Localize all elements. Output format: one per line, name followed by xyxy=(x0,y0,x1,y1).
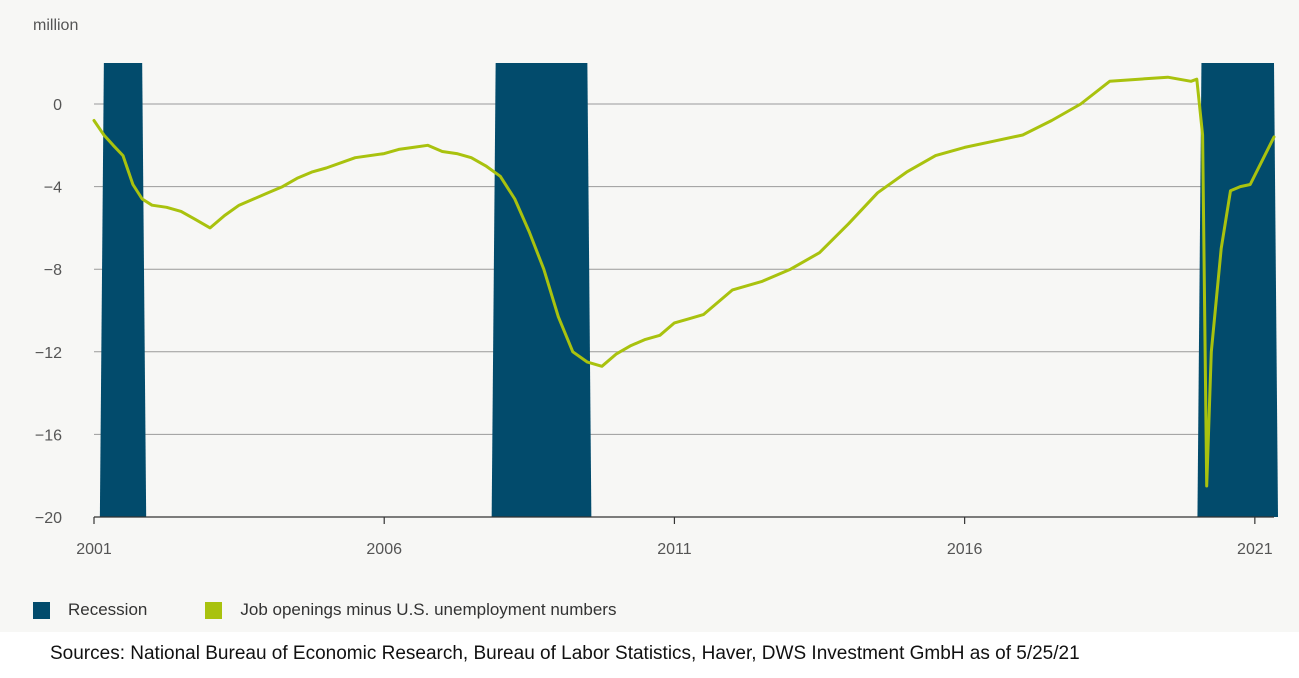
legend-item-job-gap: Job openings minus U.S. unemployment num… xyxy=(205,600,616,620)
legend-swatch-recession xyxy=(33,601,50,619)
x-tick-label: 2021 xyxy=(1237,541,1273,558)
recession-band xyxy=(99,63,147,517)
legend-item-recession: Recession xyxy=(33,600,147,620)
y-tick-label: −12 xyxy=(35,345,62,362)
y-unit-label: million xyxy=(33,17,78,34)
legend-swatch-job-gap xyxy=(205,601,223,619)
y-tick-label: −4 xyxy=(44,180,62,197)
x-tick-label: 2011 xyxy=(657,541,692,558)
source-note: Sources: National Bureau of Economic Res… xyxy=(50,643,1080,664)
x-tick-label: 2001 xyxy=(76,541,112,558)
legend-label-job-gap: Job openings minus U.S. unemployment num… xyxy=(240,600,617,619)
series-lines xyxy=(92,75,1276,488)
y-tick-label: −16 xyxy=(35,427,62,444)
gridlines xyxy=(94,103,1274,435)
x-tick-label: 2016 xyxy=(947,541,983,558)
recession-band xyxy=(1197,63,1278,517)
y-tick-label: −20 xyxy=(35,510,62,527)
recession-bands xyxy=(99,63,1278,517)
series-line xyxy=(92,75,1276,488)
legend-label-recession: Recession xyxy=(68,600,148,619)
y-tick-label: 0 xyxy=(53,97,62,114)
recession-band xyxy=(491,63,592,517)
chart-panel: 0 −4 −8 −12 −16 −20 2001 2006 2011 2016 2021 milli… xyxy=(33,17,1278,622)
y-tick-label: −8 xyxy=(44,262,62,279)
line-chart: 0 −4 −8 −12 −16 −20 2001 2006 2011 2016 2021 milli… xyxy=(33,17,1278,558)
x-tick-label: 2006 xyxy=(366,541,402,558)
legend: Recession Job openings minus U.S. unempl… xyxy=(33,598,674,622)
axes: 0 −4 −8 −12 −16 −20 2001 2006 2011 2016 2021 xyxy=(35,97,1274,558)
